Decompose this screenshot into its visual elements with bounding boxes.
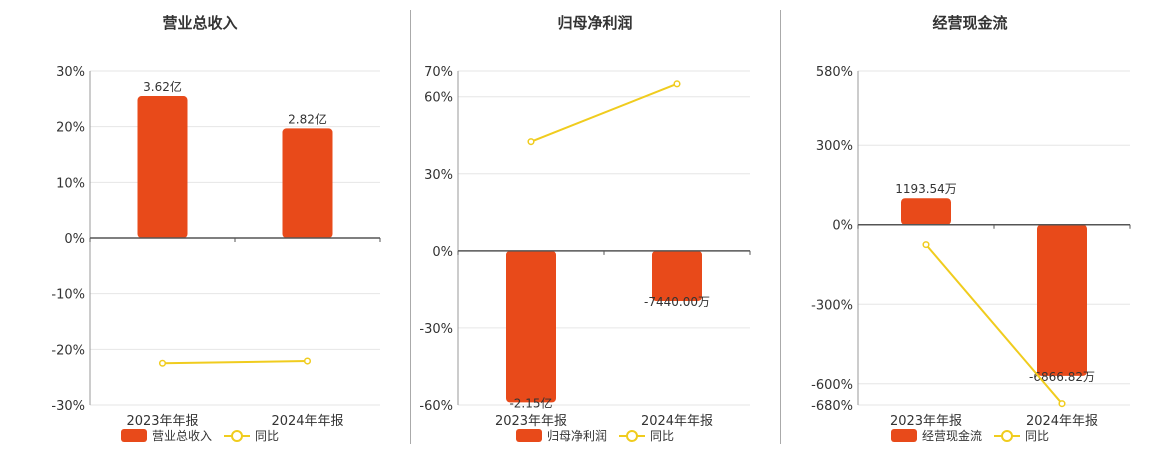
chart-panel-net-profit: 归母净利润 70% 60% 30% 0% -30% -60% -2.15亿 -7440.00万… <box>410 0 780 450</box>
chart-canvas: 70% 60% 30% 0% -30% -60% -2.15亿 -7440.00万 2023年年… <box>419 65 751 429</box>
bar <box>901 198 951 225</box>
y-tick-label: 0% <box>64 232 85 247</box>
y-tick-label: -600% <box>811 378 853 393</box>
x-tick-label: 2023年年报 <box>495 414 567 429</box>
y-tick-label: -300% <box>811 298 853 313</box>
x-tick-label: 2024年年报 <box>641 414 713 429</box>
y-tick-label: 0% <box>832 219 853 234</box>
yoy-line <box>925 243 1063 405</box>
y-tick-label: 580% <box>816 65 853 80</box>
bar <box>506 250 556 403</box>
legend-bar-label: 归母净利润 <box>546 429 607 443</box>
y-tick-label: -30% <box>51 399 85 414</box>
legend-line-swatch <box>224 429 250 442</box>
bar <box>652 250 702 301</box>
x-tick-label: 2023年年报 <box>890 414 962 429</box>
y-tick-label: 0% <box>432 245 453 260</box>
chart-panel-revenue: 营业总收入 30% 20% 10% 0% -10% -20% -30% 3.62亿 2.82亿 2… <box>0 0 400 450</box>
y-tick-label: -30% <box>419 322 453 337</box>
legend: 营业总收入 同比 <box>0 427 400 444</box>
yoy-point <box>158 359 167 367</box>
y-tick-label: 300% <box>816 139 853 154</box>
legend-item-bar[interactable]: 营业总收入 <box>120 427 212 444</box>
yoy-point <box>527 138 535 146</box>
y-tick-label: -10% <box>51 288 85 303</box>
legend-line-swatch <box>619 429 645 442</box>
bar-data-label: -2.15亿 <box>509 395 552 410</box>
yoy-point <box>922 241 930 249</box>
x-tick-label: 2024年年报 <box>271 414 343 429</box>
y-tick-label: 30% <box>56 65 85 80</box>
yoy-line <box>162 360 308 365</box>
bar-data-label: 3.62亿 <box>143 79 182 94</box>
legend-bar-swatch <box>515 429 542 442</box>
bar-data-label: -7440.00万 <box>644 295 710 309</box>
yoy-point <box>303 357 312 365</box>
chart-panel-cash-flow: 经营现金流 580% 300% 0% -300% -600% -680% 1193.54万 -… <box>780 0 1160 450</box>
legend-bar-label: 经营现金流 <box>921 429 982 443</box>
y-tick-label: -680% <box>811 399 853 414</box>
yoy-point <box>673 80 681 88</box>
legend-item-line[interactable]: 同比 <box>994 427 1049 444</box>
legend-bar-swatch <box>120 429 147 442</box>
y-tick-label: 70% <box>424 65 453 80</box>
bar <box>137 96 188 238</box>
panel-divider <box>410 10 411 444</box>
y-tick-label: 20% <box>56 121 85 136</box>
yoy-line <box>530 82 678 143</box>
y-tick-label: 10% <box>56 176 85 191</box>
bar <box>282 128 333 238</box>
legend-item-line[interactable]: 同比 <box>619 427 674 444</box>
legend-line-swatch <box>994 429 1020 442</box>
legend-line-label: 同比 <box>1025 429 1050 443</box>
legend-item-line[interactable]: 同比 <box>224 427 279 444</box>
panel-divider <box>780 10 781 444</box>
x-tick-label: 2024年年报 <box>1026 414 1098 429</box>
bar-data-label: 2.82亿 <box>288 111 327 126</box>
legend: 归母净利润 同比 <box>410 427 780 444</box>
chart-title: 归母净利润 <box>557 14 633 32</box>
legend-line-label: 同比 <box>650 429 675 443</box>
chart-title: 营业总收入 <box>162 14 238 32</box>
chart-canvas: 580% 300% 0% -300% -600% -680% 1193.54万 -6866.8… <box>811 65 1131 429</box>
bar <box>1037 224 1087 376</box>
legend-bar-swatch <box>890 429 917 442</box>
y-tick-label: 30% <box>424 168 453 183</box>
legend-line-label: 同比 <box>255 429 280 443</box>
legend-bar-label: 营业总收入 <box>151 429 212 443</box>
legend-item-bar[interactable]: 归母净利润 <box>515 427 607 444</box>
legend: 经营现金流 同比 <box>780 427 1160 444</box>
yoy-point <box>1058 400 1066 408</box>
chart-title: 经营现金流 <box>932 14 1008 32</box>
y-tick-label: -60% <box>419 399 453 414</box>
x-tick-label: 2023年年报 <box>126 414 198 429</box>
bar-data-label: -6866.82万 <box>1029 370 1095 384</box>
y-tick-label: 60% <box>424 91 453 106</box>
bar-data-label: 1193.54万 <box>895 182 957 196</box>
legend-item-bar[interactable]: 经营现金流 <box>890 427 982 444</box>
chart-canvas: 30% 20% 10% 0% -10% -20% -30% 3.62亿 2.82亿 2023年年报… <box>51 65 381 429</box>
y-tick-label: -20% <box>51 343 85 358</box>
